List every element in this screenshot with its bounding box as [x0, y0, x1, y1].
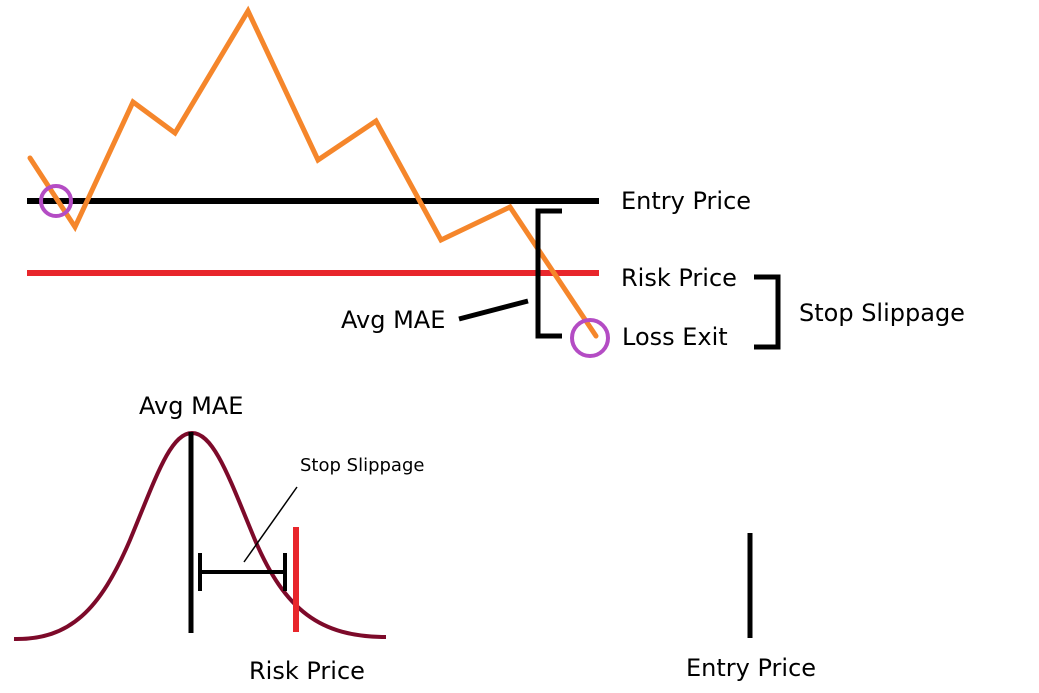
entry-marker-circle — [39, 184, 73, 218]
loss-exit-marker-circle — [570, 318, 610, 358]
risk-price-label: Risk Price — [621, 264, 737, 292]
stop-slippage-bracket — [754, 274, 781, 350]
avg-mae-label: Avg MAE — [341, 306, 446, 334]
entry-price-label: Entry Price — [621, 187, 752, 215]
avg-mae-pointer — [458, 298, 529, 322]
risk-price-distribution-label: Risk Price — [249, 657, 365, 685]
avg-mae-bracket — [535, 208, 562, 339]
price-path — [27, 5, 599, 339]
entry-price-distribution-label: Entry Price — [686, 654, 817, 682]
stop-slippage-label: Stop Slippage — [799, 299, 965, 327]
loss-exit-label: Loss Exit — [622, 323, 728, 351]
avg-mae-distribution-label: Avg MAE — [139, 392, 244, 420]
stop-slippage-distribution-label: Stop Slippage — [300, 455, 425, 476]
stop-slippage-pointer — [243, 486, 298, 563]
